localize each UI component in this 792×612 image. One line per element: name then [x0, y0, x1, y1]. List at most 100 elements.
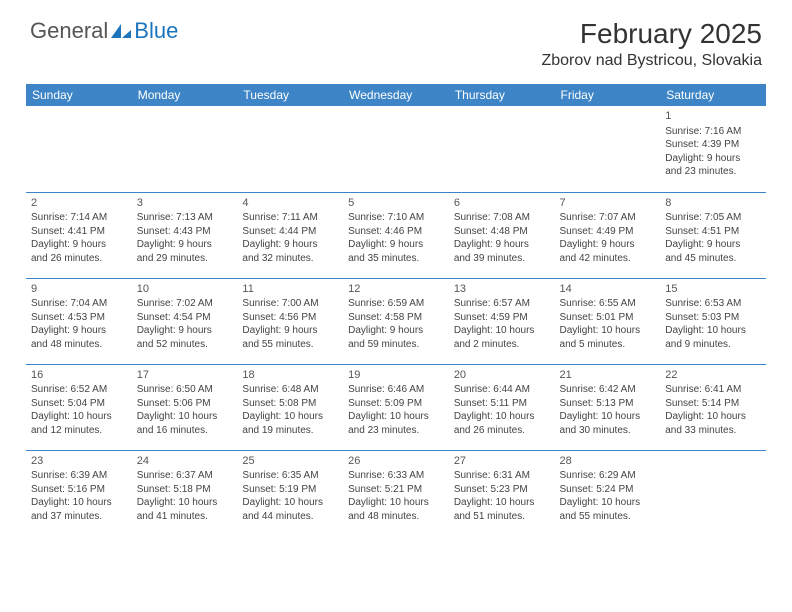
- calendar-day-cell: 11Sunrise: 7:00 AMSunset: 4:56 PMDayligh…: [237, 278, 343, 364]
- calendar-week-row: 16Sunrise: 6:52 AMSunset: 5:04 PMDayligh…: [26, 364, 766, 450]
- daylight-text: and 29 minutes.: [137, 252, 233, 266]
- sunrise-text: Sunrise: 7:16 AM: [665, 125, 761, 139]
- daylight-text: and 55 minutes.: [242, 338, 338, 352]
- day-number: 4: [242, 196, 338, 211]
- daylight-text: and 55 minutes.: [560, 510, 656, 524]
- sunrise-text: Sunrise: 6:29 AM: [560, 469, 656, 483]
- day-number: 17: [137, 368, 233, 383]
- calendar-week-row: 23Sunrise: 6:39 AMSunset: 5:16 PM Dayligh…: [26, 450, 766, 536]
- sunrise-text: Sunrise: 6:39 AM: [31, 469, 127, 483]
- daylight-text: Daylight: 9 hours: [560, 238, 656, 252]
- calendar-day-cell: 27Sunrise: 6:31 AMSunset: 5:23 PMDayligh…: [449, 450, 555, 536]
- day-number: 28: [560, 454, 656, 469]
- daylight-text: Daylight: 9 hours: [31, 324, 127, 338]
- sunrise-text: Sunrise: 7:13 AM: [137, 211, 233, 225]
- daylight-text: Daylight: 10 hours: [348, 410, 444, 424]
- day-number: 11: [242, 282, 338, 297]
- sunrise-text: Sunrise: 6:33 AM: [348, 469, 444, 483]
- calendar-day-cell: 21Sunrise: 6:42 AMSunset: 5:13 PMDayligh…: [555, 364, 661, 450]
- calendar-day-cell: 22Sunrise: 6:41 AMSunset: 5:14 PMDayligh…: [660, 364, 766, 450]
- day-number: 16: [31, 368, 127, 383]
- sunrise-text: Sunrise: 6:41 AM: [665, 383, 761, 397]
- sunrise-text: Sunrise: 6:55 AM: [560, 297, 656, 311]
- calendar-day-cell: 1Sunrise: 7:16 AMSunset: 4:39 PMDaylight…: [660, 106, 766, 192]
- sunrise-text: Sunrise: 6:37 AM: [137, 469, 233, 483]
- weekday-header: Sunday: [26, 84, 132, 106]
- daylight-text: Daylight: 9 hours: [665, 152, 761, 166]
- calendar-week-row: 9Sunrise: 7:04 AMSunset: 4:53 PMDaylight…: [26, 278, 766, 364]
- sunrise-text: Sunrise: 6:44 AM: [454, 383, 550, 397]
- daylight-text: and 9 minutes.: [665, 338, 761, 352]
- daylight-text: Daylight: 10 hours: [31, 410, 127, 424]
- daylight-text: Daylight: 10 hours: [348, 496, 444, 510]
- day-number: 14: [560, 282, 656, 297]
- daylight-text: and 59 minutes.: [348, 338, 444, 352]
- sunrise-text: Sunrise: 7:08 AM: [454, 211, 550, 225]
- sunset-text: Sunset: 4:51 PM: [665, 225, 761, 239]
- daylight-text: and 51 minutes.: [454, 510, 550, 524]
- sunset-text: Sunset: 4:53 PM: [31, 311, 127, 325]
- calendar-day-cell: 26Sunrise: 6:33 AMSunset: 5:21 PMDayligh…: [343, 450, 449, 536]
- calendar-day-cell: 14Sunrise: 6:55 AMSunset: 5:01 PMDayligh…: [555, 278, 661, 364]
- daylight-text: Daylight: 10 hours: [137, 496, 233, 510]
- sunset-text: Sunset: 4:49 PM: [560, 225, 656, 239]
- calendar-day-cell: 6Sunrise: 7:08 AMSunset: 4:48 PMDaylight…: [449, 192, 555, 278]
- calendar-day-cell: [660, 450, 766, 536]
- day-number: 1: [665, 109, 761, 124]
- daylight-text: and 16 minutes.: [137, 424, 233, 438]
- daylight-text: Daylight: 10 hours: [560, 324, 656, 338]
- calendar-day-cell: 3Sunrise: 7:13 AMSunset: 4:43 PMDaylight…: [132, 192, 238, 278]
- daylight-text: and 44 minutes.: [242, 510, 338, 524]
- daylight-text: Daylight: 10 hours: [137, 410, 233, 424]
- daylight-text: and 2 minutes.: [454, 338, 550, 352]
- sunset-text: Sunset: 5:21 PM: [348, 483, 444, 497]
- sunset-text: Sunset: 5:08 PM: [242, 397, 338, 411]
- daylight-text: and 33 minutes.: [665, 424, 761, 438]
- calendar-day-cell: 10Sunrise: 7:02 AMSunset: 4:54 PMDayligh…: [132, 278, 238, 364]
- sunset-text: Sunset: 5:14 PM: [665, 397, 761, 411]
- sunset-text: Sunset: 5:16 PM: [31, 483, 127, 497]
- day-number: 13: [454, 282, 550, 297]
- calendar-table: Sunday Monday Tuesday Wednesday Thursday…: [26, 84, 766, 536]
- calendar-day-cell: [26, 106, 132, 192]
- logo-text-general: General: [30, 18, 108, 44]
- day-number: 2: [31, 196, 127, 211]
- sunset-text: Sunset: 5:13 PM: [560, 397, 656, 411]
- calendar-day-cell: 25Sunrise: 6:35 AMSunset: 5:19 PMDayligh…: [237, 450, 343, 536]
- daylight-text: and 37 minutes.: [31, 510, 127, 524]
- sunset-text: Sunset: 5:03 PM: [665, 311, 761, 325]
- daylight-text: Daylight: 10 hours: [560, 410, 656, 424]
- sunrise-text: Sunrise: 6:59 AM: [348, 297, 444, 311]
- daylight-text: and 52 minutes.: [137, 338, 233, 352]
- sunrise-text: Sunrise: 7:02 AM: [137, 297, 233, 311]
- daylight-text: Daylight: 10 hours: [665, 324, 761, 338]
- sunrise-text: Sunrise: 7:04 AM: [31, 297, 127, 311]
- day-number: 21: [560, 368, 656, 383]
- day-number: 8: [665, 196, 761, 211]
- daylight-text: and 39 minutes.: [454, 252, 550, 266]
- daylight-text: and 26 minutes.: [31, 252, 127, 266]
- sunset-text: Sunset: 4:44 PM: [242, 225, 338, 239]
- day-number: 23: [31, 454, 127, 469]
- sunrise-text: Sunrise: 6:48 AM: [242, 383, 338, 397]
- calendar-day-cell: 20Sunrise: 6:44 AMSunset: 5:11 PMDayligh…: [449, 364, 555, 450]
- weekday-header: Friday: [555, 84, 661, 106]
- weekday-header: Tuesday: [237, 84, 343, 106]
- calendar-day-cell: 12Sunrise: 6:59 AMSunset: 4:58 PMDayligh…: [343, 278, 449, 364]
- calendar-week-row: 2Sunrise: 7:14 AMSunset: 4:41 PMDaylight…: [26, 192, 766, 278]
- daylight-text: Daylight: 10 hours: [560, 496, 656, 510]
- sunset-text: Sunset: 5:09 PM: [348, 397, 444, 411]
- sunset-text: Sunset: 5:06 PM: [137, 397, 233, 411]
- calendar-day-cell: 24Sunrise: 6:37 AMSunset: 5:18 PMDayligh…: [132, 450, 238, 536]
- calendar-day-cell: 17Sunrise: 6:50 AMSunset: 5:06 PMDayligh…: [132, 364, 238, 450]
- calendar-day-cell: 23Sunrise: 6:39 AMSunset: 5:16 PMDayligh…: [26, 450, 132, 536]
- calendar-day-cell: 5Sunrise: 7:10 AMSunset: 4:46 PMDaylight…: [343, 192, 449, 278]
- day-number: 12: [348, 282, 444, 297]
- sunset-text: Sunset: 4:41 PM: [31, 225, 127, 239]
- day-number: 10: [137, 282, 233, 297]
- daylight-text: and 12 minutes.: [31, 424, 127, 438]
- daylight-text: Daylight: 9 hours: [348, 324, 444, 338]
- day-number: 6: [454, 196, 550, 211]
- day-number: 9: [31, 282, 127, 297]
- daylight-text: Daylight: 10 hours: [242, 496, 338, 510]
